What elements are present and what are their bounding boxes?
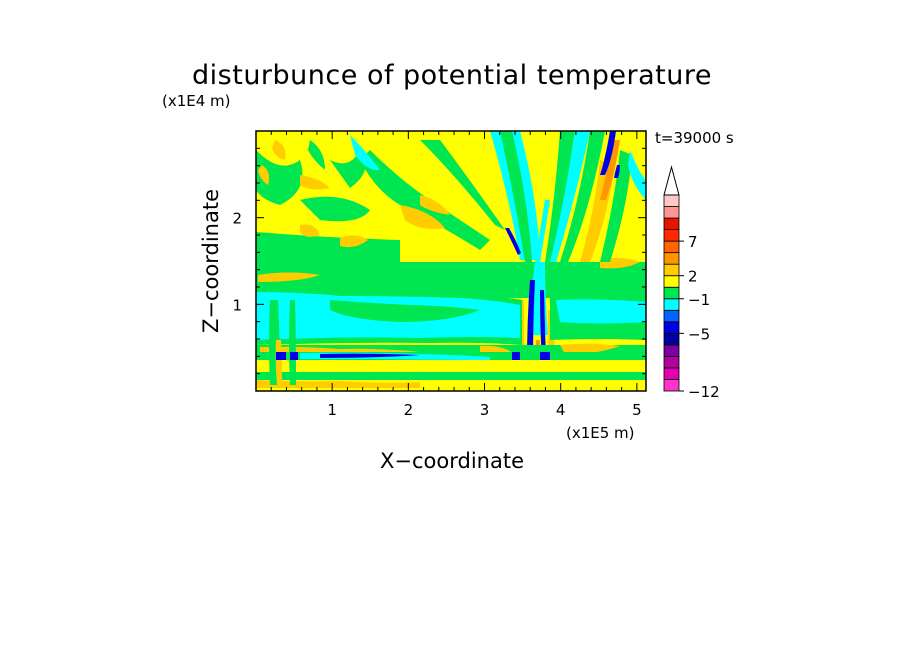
colorbar-tick-label: 2: [688, 268, 698, 286]
colorbar-swatch: [663, 286, 680, 300]
time-label: t=39000 s: [655, 129, 734, 147]
colorbar-swatch: [663, 332, 680, 346]
y-tick-label: 2: [232, 210, 242, 228]
x-tick-labels: 1 2 3 4 5: [327, 401, 641, 419]
colorbar-swatch: [663, 356, 680, 369]
y-unit-label: (x1E4 m): [162, 92, 231, 110]
lower-layer-features: [256, 285, 646, 391]
y-minor-ticks: [256, 147, 646, 375]
colorbar-swatch: [663, 379, 680, 392]
x-unit-label: (x1E5 m): [566, 424, 635, 442]
colorbar-swatch: [663, 367, 680, 380]
colorbar-swatch: [663, 321, 680, 334]
upper-region-features: [256, 135, 646, 298]
x-tick-label: 1: [327, 401, 337, 419]
x-tick-label: 2: [404, 401, 414, 419]
colorbar-swatch: [663, 309, 680, 323]
colorbar-swatch: [663, 344, 680, 357]
colorbar-tick-label: −1: [688, 291, 710, 309]
x-tick-label: 4: [556, 401, 566, 419]
y-tick-label: 1: [232, 296, 242, 314]
colorbar-swatch: [663, 240, 680, 254]
colorbar-swatch: [663, 263, 680, 277]
colorbar-tick-label: −5: [688, 325, 710, 343]
colorbar-swatch: [663, 206, 680, 219]
colorbar-tick-label: −12: [688, 383, 720, 401]
y-axis-label: Z−coordinate: [199, 189, 223, 333]
x-tick-label: 5: [632, 401, 642, 419]
y-tick-labels: 12: [232, 210, 242, 315]
chart-title: disturbunce of potential temperature: [192, 60, 712, 91]
colorbar-swatch: [663, 229, 680, 242]
colorbar-swatch: [663, 298, 680, 311]
x-minor-ticks: [270, 131, 638, 391]
x-axis-label: X−coordinate: [380, 449, 524, 473]
plot-frame: [255, 130, 647, 392]
x-tick-label: 3: [480, 401, 490, 419]
colorbar-swatch: [663, 252, 680, 265]
colorbar-extend-arrow: [663, 165, 680, 196]
contour-field: [256, 131, 646, 391]
colorbar-tick-label: 7: [688, 233, 698, 251]
colorbar-swatch: [663, 217, 680, 230]
colorbar-swatch: [663, 194, 680, 207]
colorbar-swatch: [663, 275, 680, 288]
colorbar: −12−5−127: [663, 165, 720, 401]
